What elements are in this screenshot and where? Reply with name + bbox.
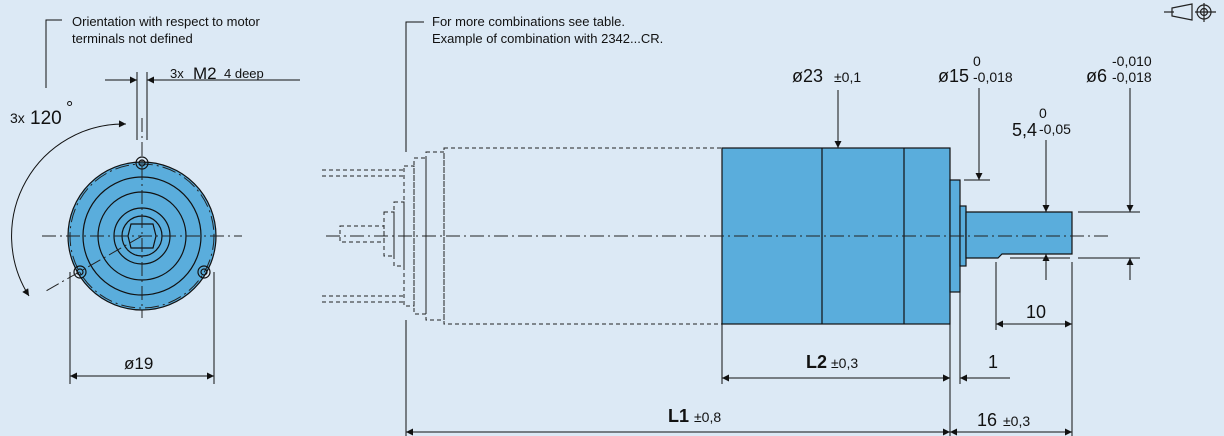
thread-qty: 3x	[170, 66, 184, 81]
angle-arc	[11, 120, 127, 297]
shaft-length-value: 16	[977, 410, 997, 430]
side-view	[322, 21, 1140, 436]
angle-value: 120	[30, 108, 62, 129]
flat-tol-lower: -0,05	[1039, 121, 1071, 137]
mounting-hole	[197, 265, 211, 279]
l2-tol: ±0,3	[831, 355, 858, 371]
flat-length-value: 10	[1026, 302, 1046, 322]
projection-symbol-icon	[1164, 3, 1216, 22]
orientation-note-line2: terminals not defined	[72, 31, 193, 46]
thread-size: M2	[193, 64, 217, 83]
angle-qty: 3x	[10, 110, 25, 126]
d-pilot-value: ø15	[938, 66, 969, 86]
d-shaft-tol-upper: -0,010	[1112, 53, 1152, 69]
d-pilot-tol-lower: -0,018	[973, 69, 1013, 85]
d-body-value: ø23	[792, 66, 823, 86]
output-shaft	[965, 211, 1073, 259]
l1-tol: ±0,8	[694, 409, 721, 425]
phantom-rear-plate	[403, 165, 415, 307]
thread-depth: 4 deep	[224, 66, 264, 81]
bolt-circle-label: ø19	[124, 354, 153, 373]
shaft-length-tol: ±0,3	[1003, 413, 1030, 429]
flat-value: 5,4	[1012, 120, 1037, 140]
d-pilot-tol-upper: 0	[973, 53, 981, 69]
orientation-leader	[45, 19, 62, 88]
pilot-length-value: 1	[988, 352, 998, 372]
phantom-rear-boss	[383, 211, 395, 257]
l2-value: L2	[806, 352, 827, 372]
d-body-tol: ±0,1	[834, 69, 861, 85]
orientation-note-line1: Orientation with respect to motor	[72, 14, 261, 29]
flat-tol-upper: 0	[1039, 105, 1047, 121]
angle-unit: °	[66, 98, 73, 118]
phantom-rear-shaft	[339, 225, 385, 243]
combination-leader	[405, 21, 424, 152]
front-view	[11, 19, 300, 384]
combination-note-line2: Example of combination with 2342...CR.	[432, 31, 663, 46]
d-shaft-value: ø6	[1086, 66, 1107, 86]
combination-note-line1: For more combinations see table.	[432, 14, 625, 29]
phantom-rear-hub	[393, 201, 405, 267]
l1-value: L1	[668, 406, 689, 426]
d-shaft-tol-lower: -0,018	[1112, 69, 1152, 85]
